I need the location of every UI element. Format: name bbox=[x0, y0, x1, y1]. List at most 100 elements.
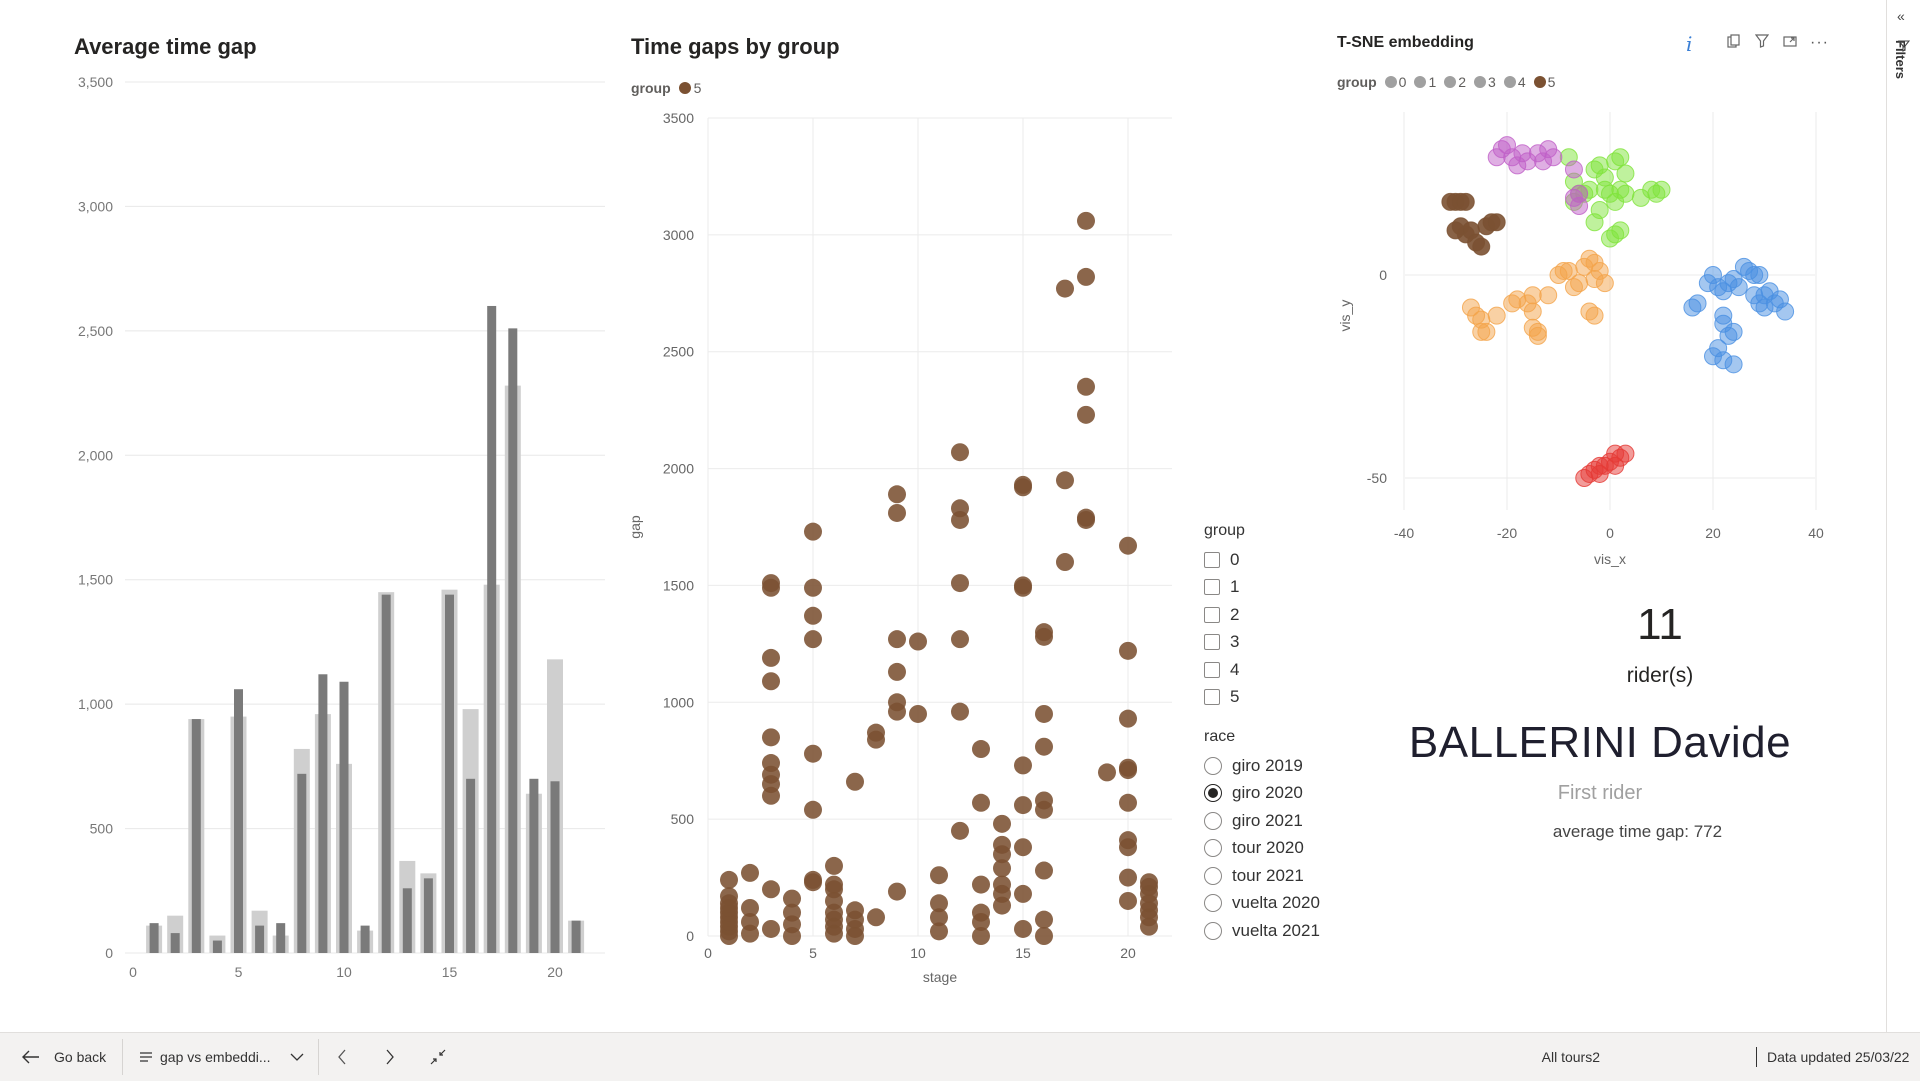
data-point bbox=[1119, 641, 1137, 660]
data-point bbox=[741, 863, 759, 882]
data-point bbox=[1035, 623, 1053, 642]
data-point bbox=[1616, 184, 1635, 203]
tsne-chart[interactable]: -40 -20 0 20 40 0 -50 vis_x vis_y bbox=[1330, 100, 1830, 585]
data-point bbox=[1590, 464, 1609, 483]
legend-item-label: 5 bbox=[1547, 74, 1556, 90]
legend-item-label: 0 bbox=[1398, 74, 1407, 90]
checkbox[interactable] bbox=[1204, 551, 1220, 568]
y-tick-label: 0 bbox=[686, 928, 694, 944]
bar-dark bbox=[318, 674, 328, 953]
checkbox[interactable] bbox=[1204, 606, 1220, 623]
x-tick-label: 0 bbox=[129, 964, 137, 980]
rider-count: 11 bbox=[1637, 600, 1683, 649]
data-point bbox=[1606, 456, 1625, 475]
scatter-chart[interactable]: 0 500 1000 1500 2000 2500 3000 3500 0 5 10 15 20 stag… bbox=[620, 100, 1180, 1005]
go-back-button[interactable]: Go back bbox=[22, 1033, 106, 1081]
data-point bbox=[888, 693, 906, 712]
radio-button[interactable] bbox=[1204, 866, 1222, 885]
group-option-1[interactable]: 1 bbox=[1204, 574, 1245, 602]
checkbox[interactable] bbox=[1204, 634, 1220, 651]
group-option-5[interactable]: 5 bbox=[1204, 684, 1245, 712]
race-option[interactable]: vuelta 2021 bbox=[1204, 917, 1320, 945]
page-list-icon bbox=[140, 1052, 152, 1062]
data-point bbox=[888, 630, 906, 649]
data-point bbox=[951, 499, 969, 518]
collapse-chevron-icon[interactable]: « bbox=[1897, 8, 1905, 24]
avg-chart-svg: 0 500 1,000 1,500 2,000 2,500 3,000 3,500 0 5 10 15… bbox=[78, 74, 605, 980]
data-point bbox=[1611, 148, 1630, 167]
filter-icon[interactable] bbox=[1754, 34, 1770, 52]
race-option[interactable]: vuelta 2020 bbox=[1204, 890, 1320, 918]
race-option[interactable]: giro 2019 bbox=[1204, 752, 1320, 780]
data-point bbox=[888, 882, 906, 901]
radio-button[interactable] bbox=[1204, 894, 1222, 913]
next-page-button[interactable] bbox=[385, 1033, 395, 1081]
checkbox[interactable] bbox=[1204, 689, 1220, 706]
group-option-4[interactable]: 4 bbox=[1204, 656, 1245, 684]
prev-page-button[interactable] bbox=[337, 1033, 347, 1081]
group-option-2[interactable]: 2 bbox=[1204, 601, 1245, 629]
bar-dark bbox=[297, 773, 307, 953]
data-point bbox=[972, 793, 990, 812]
data-point bbox=[993, 859, 1011, 878]
fit-page-button[interactable] bbox=[430, 1033, 446, 1081]
more-options-icon[interactable]: ··· bbox=[1810, 34, 1829, 51]
y-tick-label: 500 bbox=[671, 811, 695, 827]
avg-chart[interactable]: 0 500 1,000 1,500 2,000 2,500 3,000 3,500 0 5 10 15… bbox=[60, 60, 620, 1005]
data-point bbox=[804, 522, 822, 541]
bar-dark bbox=[445, 594, 454, 953]
y-tick-label: 1000 bbox=[663, 694, 694, 710]
y-tick-label: 3000 bbox=[663, 227, 694, 243]
y-axis-label: vis_y bbox=[1337, 300, 1353, 332]
data-point bbox=[951, 443, 969, 462]
bar-dark bbox=[191, 719, 201, 953]
radio-button[interactable] bbox=[1204, 756, 1222, 775]
data-point bbox=[741, 898, 759, 917]
chevron-right-icon bbox=[386, 1049, 394, 1065]
y-tick-label: 3,500 bbox=[78, 74, 113, 90]
y-tick-label: 2500 bbox=[663, 344, 694, 360]
visual-header-tools: ··· bbox=[1726, 34, 1829, 52]
data-updated: Data updated 25/03/22 bbox=[1767, 1049, 1910, 1065]
data-point bbox=[1528, 322, 1547, 341]
focus-mode-icon[interactable] bbox=[1782, 34, 1798, 52]
legend-dot bbox=[1503, 76, 1516, 88]
x-tick-label: -20 bbox=[1497, 525, 1517, 541]
data-point bbox=[720, 887, 738, 906]
data-point bbox=[762, 648, 780, 667]
data-point bbox=[972, 875, 990, 894]
filters-pane[interactable]: « Filters bbox=[1886, 0, 1920, 1032]
radio-button[interactable] bbox=[1204, 811, 1222, 830]
copy-icon[interactable] bbox=[1726, 34, 1742, 52]
race-option[interactable]: giro 2021 bbox=[1204, 807, 1320, 835]
page-selector[interactable]: gap vs embeddi... bbox=[140, 1033, 304, 1081]
race-option-label: vuelta 2020 bbox=[1232, 893, 1320, 913]
data-point bbox=[1570, 274, 1589, 293]
back-arrow-icon bbox=[22, 1050, 39, 1064]
checkbox[interactable] bbox=[1204, 579, 1220, 596]
group-option-0[interactable]: 0 bbox=[1204, 546, 1245, 574]
race-option[interactable]: tour 2021 bbox=[1204, 862, 1320, 890]
info-icon[interactable]: i bbox=[1686, 32, 1693, 56]
bar-dark bbox=[423, 878, 433, 953]
checkbox[interactable] bbox=[1204, 661, 1220, 678]
data-point bbox=[1035, 704, 1053, 723]
x-tick-label: 20 bbox=[547, 964, 563, 980]
bar-dark bbox=[550, 781, 560, 953]
data-point bbox=[783, 903, 801, 922]
race-option[interactable]: tour 2020 bbox=[1204, 835, 1320, 863]
radio-button[interactable] bbox=[1204, 784, 1222, 803]
race-option[interactable]: giro 2020 bbox=[1204, 780, 1320, 808]
x-tick-label: 5 bbox=[809, 945, 817, 961]
data-point bbox=[1077, 377, 1095, 396]
data-point bbox=[1035, 791, 1053, 810]
group-option-3[interactable]: 3 bbox=[1204, 629, 1245, 657]
data-point bbox=[1119, 793, 1137, 812]
radio-button[interactable] bbox=[1204, 921, 1222, 940]
first-rider-label: First rider bbox=[1557, 782, 1643, 804]
bar-dark bbox=[487, 305, 497, 953]
filters-pane-label[interactable]: Filters bbox=[1893, 40, 1908, 80]
data-point bbox=[1755, 298, 1774, 317]
radio-button[interactable] bbox=[1204, 839, 1222, 858]
race-option-label: giro 2020 bbox=[1232, 783, 1303, 803]
